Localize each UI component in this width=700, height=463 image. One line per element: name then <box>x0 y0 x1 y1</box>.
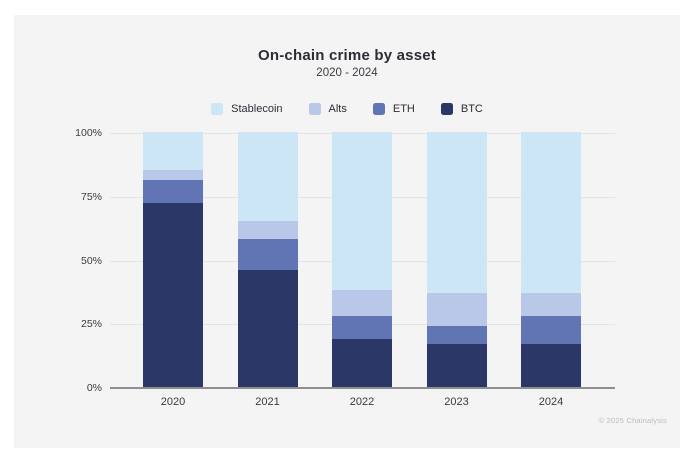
bar-segment-eth-2022 <box>332 315 392 339</box>
copyright-text: © 2025 Chainalysis <box>598 416 667 425</box>
legend-label: ETH <box>392 103 415 115</box>
chart-panel: On-chain crime by asset 2020 - 2024 Stab… <box>14 15 680 448</box>
x-axis-tick-label: 2021 <box>255 396 280 408</box>
y-axis-tick-label: 0% <box>86 382 102 394</box>
bar-segment-alts-2024 <box>521 292 581 316</box>
bar-segment-stablecoin-2024 <box>521 132 581 293</box>
y-axis-tick-label: 50% <box>80 254 102 267</box>
bar-2023 <box>426 132 487 387</box>
bar-segment-eth-2024 <box>521 315 581 344</box>
legend-item-stablecoin: Stablecoin <box>211 103 283 115</box>
legend-label: Alts <box>328 103 347 115</box>
plot-area: 0% 25% 50% 75% 100% 2020 2021 2022 2023 2024 <box>75 127 615 408</box>
bar-segment-btc-2020 <box>143 203 203 387</box>
legend-swatch-eth <box>372 103 385 115</box>
legend-label: Stablecoin <box>231 103 283 115</box>
bar-segment-stablecoin-2022 <box>332 132 392 291</box>
bar-segment-alts-2020 <box>143 170 203 181</box>
bar-segment-btc-2021 <box>237 269 298 387</box>
legend: Stablecoin Alts ETH BTC <box>14 103 680 115</box>
bar-segment-stablecoin-2020 <box>143 132 203 171</box>
x-axis-tick-label: 2022 <box>349 396 375 408</box>
bar-segment-stablecoin-2021 <box>237 132 298 222</box>
bar-segment-eth-2021 <box>237 239 298 270</box>
bar-segment-alts-2023 <box>426 292 487 326</box>
bar-2020 <box>143 132 203 387</box>
legend-item-btc: BTC <box>440 103 483 115</box>
legend-item-eth: ETH <box>372 103 415 115</box>
x-axis-line <box>110 387 615 389</box>
legend-swatch-alts <box>308 103 321 115</box>
bar-2024 <box>521 132 581 387</box>
bar-segment-eth-2020 <box>143 180 203 204</box>
y-axis-tick-label: 25% <box>80 318 102 331</box>
x-axis-tick-label: 2020 <box>160 396 186 408</box>
chart-subtitle: 2020 - 2024 <box>316 67 378 79</box>
bar-segment-alts-2022 <box>332 290 392 316</box>
x-axis-tick-label: 2023 <box>444 396 469 408</box>
bar-2021 <box>237 132 298 387</box>
bar-2022 <box>332 132 392 387</box>
bar-segment-stablecoin-2023 <box>426 132 487 293</box>
y-axis-tick-label: 75% <box>80 190 102 203</box>
legend-swatch-stablecoin <box>211 103 224 115</box>
legend-item-alts: Alts <box>308 103 347 115</box>
bar-segment-btc-2024 <box>521 343 581 387</box>
chart-title: On-chain crime by asset <box>257 47 436 64</box>
bar-segment-btc-2022 <box>332 338 392 387</box>
legend-swatch-btc <box>440 103 453 115</box>
y-axis-tick-label: 100% <box>75 127 102 139</box>
bar-segment-alts-2021 <box>237 221 298 240</box>
bar-segment-eth-2023 <box>426 325 487 344</box>
legend-label: BTC <box>460 103 483 115</box>
bar-segment-btc-2023 <box>426 343 487 387</box>
x-axis-tick-label: 2024 <box>538 396 564 408</box>
